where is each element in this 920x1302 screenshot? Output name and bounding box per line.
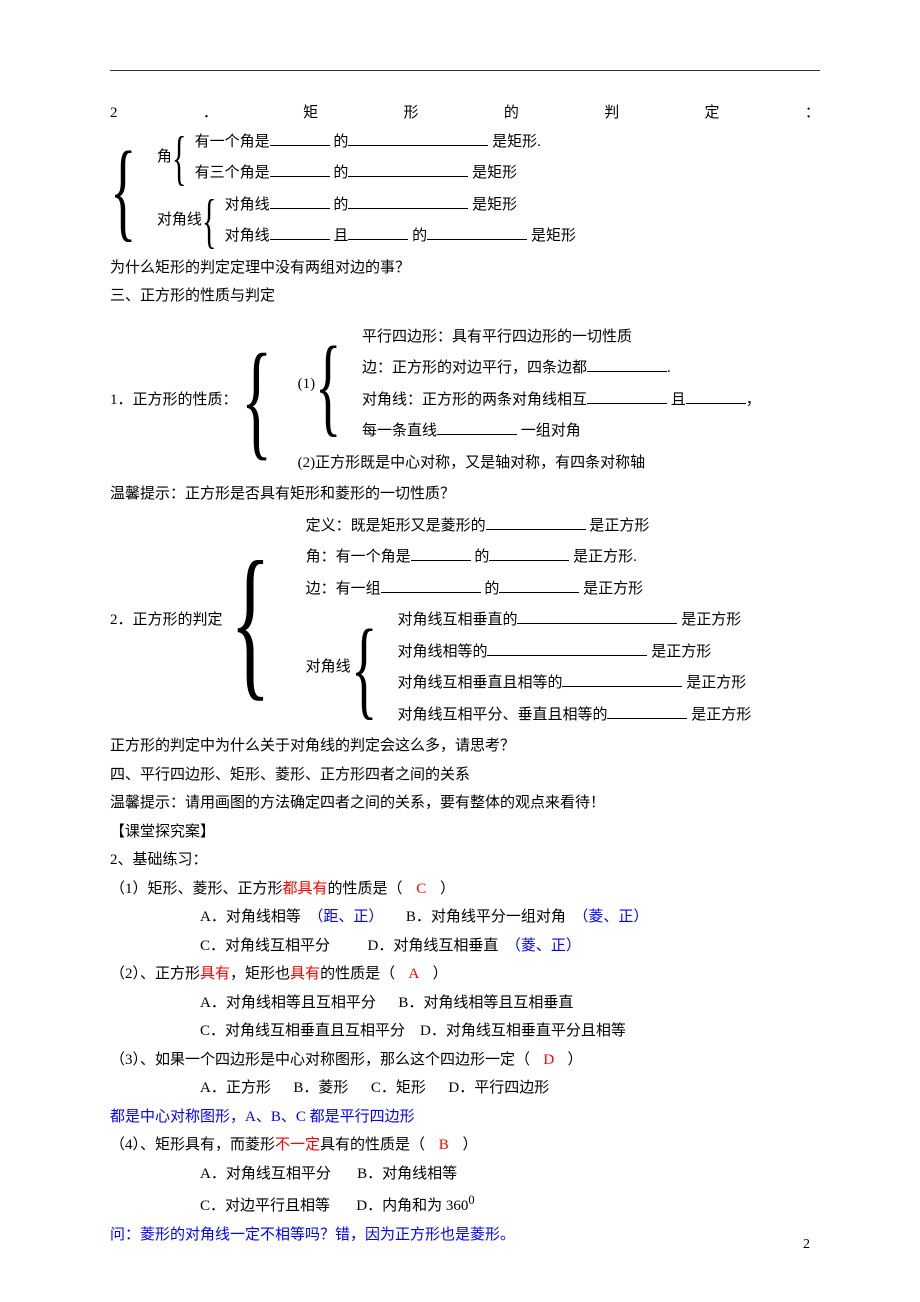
brace-icon: {	[241, 361, 272, 439]
header-rule	[110, 70, 820, 71]
square-prop-label: 1．正方形的性质：	[110, 388, 238, 414]
hdr-t5: 定	[705, 101, 720, 127]
q1-options-row2: C．对角线互相平分 D．对角线互相垂直 （菱、正）	[110, 934, 820, 960]
hdr-num: 2	[110, 101, 118, 127]
blank	[270, 161, 330, 177]
blank	[348, 161, 468, 177]
brace-icon: {	[351, 635, 377, 701]
square-question: 正方形的判定中为什么关于对角线的判定会这么多，请思考？	[110, 734, 820, 760]
blank	[437, 419, 517, 435]
sq-j-d4: 对角线互相平分、垂直且相等的 是正方形	[397, 703, 751, 729]
blank	[607, 703, 687, 719]
sq-j-l3: 边：有一组 的 是正方形	[306, 577, 752, 603]
hint-1: 温馨提示：正方形是否具有矩形和菱形的一切性质？	[110, 482, 820, 508]
note-blue: （菱、正）	[573, 909, 648, 925]
hdr-t2: 形	[404, 101, 419, 127]
note-blue: （菱、正）	[506, 938, 581, 954]
q1-options-row1: A．对角线相等 （距、正） B．对角线平分一组对角 （菱、正）	[110, 905, 820, 931]
blank	[270, 193, 330, 209]
sq-prop-l4: 每一条直线 一组对角	[362, 419, 761, 445]
sq-prop-l2: 边：正方形的对边平行，四条边都.	[362, 356, 761, 382]
blank	[381, 577, 481, 593]
rect-diag-line-2: 对角线 且 的 是矩形	[225, 224, 576, 250]
q2-answer: A	[399, 962, 429, 988]
sq-j-d3: 对角线互相垂直且相等的 是正方形	[397, 671, 751, 697]
blank	[487, 640, 647, 656]
hdr-t3: 的	[504, 101, 519, 127]
rect-judge-block: { 角 { 有一个角是 的 是矩形. 有三个角是 的 是矩形	[110, 127, 820, 253]
brace-icon: {	[202, 203, 216, 239]
q4-options-row1: A．对角线互相平分 B．对角线相等	[110, 1162, 820, 1188]
hdr-t1: 矩	[303, 101, 318, 127]
hint-2: 温馨提示：请用画图的方法确定四者之间的关系，要有整体的观点来看待！	[110, 791, 820, 817]
hdr-colon: ：	[805, 101, 820, 127]
q3-note: 都是中心对称图形，A、B、C 都是平行四边形	[110, 1105, 820, 1131]
rect-angle-line-2: 有三个角是 的 是矩形	[195, 161, 541, 187]
degree-superscript: 0	[468, 1193, 474, 1207]
q1-answer: C	[406, 877, 436, 903]
q2-options-row1: A．对角线相等且互相平分 B．对角线相等且互相垂直	[110, 991, 820, 1017]
q3-stem: （3）、如果一个四边形是中心对称图形，那么这个四边形一定（ D ）	[110, 1048, 820, 1074]
sq-j-l2: 角：有一个角是 的 是正方形.	[306, 545, 752, 571]
q4-stem: （4）、矩形具有，而菱形不一定具有的性质是（ B ）	[110, 1133, 820, 1159]
q4-note: 问：菱形的对角线一定不相等吗？错，因为正方形也是菱形。	[110, 1223, 820, 1249]
q3-answer: D	[534, 1048, 564, 1074]
blank	[562, 671, 682, 687]
q1-stem: （1）矩形、菱形、正方形都具有的性质是（ C ）	[110, 877, 820, 903]
highlight-red: 不一定	[275, 1137, 320, 1153]
brace-icon: {	[230, 570, 271, 672]
sq-prop-l3: 对角线：正方形的两条对角线相互 且，	[362, 388, 761, 414]
highlight-red: 具有	[200, 966, 230, 982]
note-blue: （距、正）	[308, 909, 383, 925]
section-4-title: 四、平行四边形、矩形、菱形、正方形四者之间的关系	[110, 763, 820, 789]
highlight-red: 具有	[290, 966, 320, 982]
q3-options: A．正方形 B．菱形 C．矩形 D．平行四边形	[110, 1076, 820, 1102]
square-judge-label: 2．正方形的判定	[110, 608, 223, 634]
blank	[270, 130, 330, 146]
sq-prop-l1: 平行四边形：具有平行四边形的一切性质	[362, 325, 761, 351]
group1-label: (1)	[298, 372, 316, 398]
sq-j-d2: 对角线相等的 是正方形	[397, 640, 751, 666]
blank	[686, 388, 746, 404]
brace-icon: {	[110, 157, 136, 223]
section-3-title: 三、正方形的性质与判定	[110, 284, 820, 310]
blank	[587, 356, 667, 372]
q4-options-row2: C．对边平行且相等 D．内角和为 3600	[110, 1190, 820, 1220]
diag-label: 对角线	[157, 208, 202, 234]
brace-icon: {	[315, 352, 341, 418]
hdr-dot: ．	[203, 101, 218, 127]
brace-icon: {	[172, 140, 186, 176]
section-2-header: 2 ． 矩 形 的 判 定 ：	[110, 101, 820, 127]
blank	[486, 514, 586, 530]
blank	[489, 545, 569, 561]
blank	[348, 193, 468, 209]
blank	[270, 224, 330, 240]
blank	[348, 130, 488, 146]
exercise-title: 2、基础练习：	[110, 848, 820, 874]
rect-angle-line-1: 有一个角是 的 是矩形.	[195, 130, 541, 156]
blank	[499, 577, 579, 593]
q2-stem: （2）、正方形具有，矩形也具有的性质是（ A ）	[110, 962, 820, 988]
sq-j-d1: 对角线互相垂直的 是正方形	[397, 608, 751, 634]
blank	[517, 608, 677, 624]
sq-prop-g2: (2)正方形既是中心对称，又是轴对称，有四条对称轴	[298, 451, 761, 477]
q2-options-row2: C．对角线互相垂直且互相平分 D．对角线互相垂直平分且相等	[110, 1019, 820, 1045]
angle-label: 角	[157, 145, 172, 171]
q4-answer: B	[429, 1133, 459, 1159]
square-judge-block: 2．正方形的判定 { 定义：既是矩形又是菱形的 是正方形 角：有一个角是 的 是…	[110, 511, 820, 732]
case-title: 【课堂探究案】	[110, 820, 820, 846]
rect-question: 为什么矩形的判定定理中没有两组对边的事？	[110, 256, 820, 282]
sq-j-l1: 定义：既是矩形又是菱形的 是正方形	[306, 514, 752, 540]
rect-diag-line-1: 对角线 的 是矩形	[225, 193, 576, 219]
blank	[348, 224, 408, 240]
blank	[427, 224, 527, 240]
document-page: 2 ． 矩 形 的 判 定 ： { 角 { 有一个角是 的 是矩形. 有三个角是	[0, 0, 920, 1302]
blank	[587, 388, 667, 404]
highlight-red: 都具有	[283, 881, 328, 897]
hdr-t4: 判	[604, 101, 619, 127]
page-number: 2	[803, 1233, 810, 1257]
square-prop-block: 1．正方形的性质： { (1) { 平行四边形：具有平行四边形的一切性质 边：正…	[110, 322, 820, 480]
sq-diag-label: 对角线	[306, 655, 351, 681]
blank	[411, 545, 471, 561]
